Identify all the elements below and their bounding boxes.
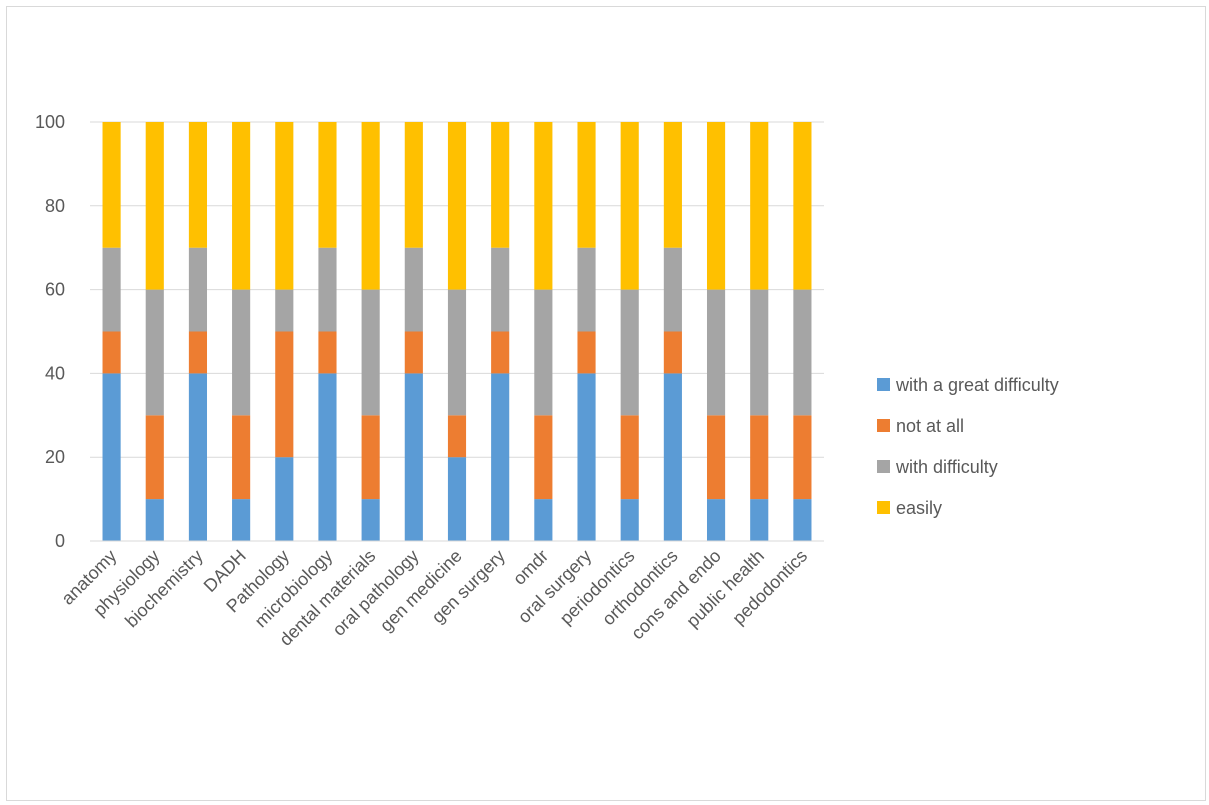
legend-swatch [877, 419, 890, 432]
bar-segment [404, 247, 423, 332]
bar-segment [102, 122, 121, 248]
bar-segment [706, 289, 726, 416]
bar-segment [102, 331, 121, 374]
bar-segment [361, 415, 380, 500]
bar-segment [620, 122, 639, 290]
bar-segment [188, 373, 208, 541]
bar-segment [750, 122, 769, 290]
bar-segment [577, 122, 596, 248]
bar-segment [534, 122, 553, 290]
bar-segment [102, 247, 121, 332]
bar-segment [275, 331, 294, 458]
y-tick-label: 40 [45, 363, 65, 383]
y-tick-label: 100 [35, 112, 65, 132]
bar-segment [232, 499, 251, 541]
bar-segment [663, 122, 682, 248]
bar-segment [361, 289, 380, 416]
bar-segment [447, 457, 467, 541]
bar-segment [491, 247, 510, 332]
bar-segment [404, 373, 423, 541]
chart-area: 0 20 40 60 80 100 anatomy physiology biochemistr… [6, 6, 1206, 801]
bar-segment [188, 247, 208, 332]
y-tick-label: 60 [45, 280, 65, 300]
y-tick-label: 80 [45, 196, 65, 216]
legend-label: with a great difficulty [895, 375, 1059, 395]
legend-label: not at all [896, 416, 964, 436]
bar-segment [706, 499, 726, 541]
bar-segment [188, 331, 208, 374]
bar-segment [620, 415, 639, 500]
legend-swatch [877, 501, 890, 514]
bar-segment [663, 331, 682, 374]
bar-segment [577, 373, 596, 541]
bar-segment [706, 415, 726, 500]
bar-segment [534, 499, 553, 541]
stacked-bar-chart: 020406080100anatomyphysiologybiochemistr… [35, 112, 1059, 650]
bar-segment [793, 499, 812, 541]
bar-segment [275, 457, 294, 541]
bar-segment [318, 331, 337, 374]
bar-segment [275, 289, 294, 332]
bar-segment [706, 122, 726, 290]
bar-segment [491, 122, 510, 248]
bar-segment [620, 289, 639, 416]
bar-segment [793, 122, 812, 290]
legend-swatch [877, 460, 890, 473]
bar-segment [750, 499, 769, 541]
bar-segment [447, 415, 467, 458]
bar-segment [620, 499, 639, 541]
bar-segment [318, 247, 337, 332]
bar-segment [577, 331, 596, 374]
y-tick-label: 0 [55, 531, 65, 551]
bar-segment [793, 415, 812, 500]
bar-segment [491, 373, 510, 541]
bar-segment [404, 331, 423, 374]
bars [102, 122, 812, 541]
bar-segment [102, 373, 121, 541]
bar-segment [275, 122, 294, 290]
bar-segment [663, 373, 682, 541]
bar-segment [145, 122, 164, 290]
bar-segment [793, 289, 812, 416]
legend-label: with difficulty [895, 457, 998, 477]
bar-segment [404, 122, 423, 248]
legend-swatch [877, 378, 890, 391]
bar-segment [318, 373, 337, 541]
bar-segment [145, 415, 164, 500]
bar-segment [534, 289, 553, 416]
bar-segment [447, 289, 467, 416]
bar-segment [232, 289, 251, 416]
bar-segment [447, 122, 467, 290]
bar-segment [750, 415, 769, 500]
bar-segment [145, 499, 164, 541]
bar-segment [361, 122, 380, 290]
bar-segment [318, 122, 337, 248]
bar-segment [663, 247, 682, 332]
bar-segment [491, 331, 510, 374]
bar-segment [188, 122, 208, 248]
bar-segment [577, 247, 596, 332]
y-tick-label: 20 [45, 447, 65, 467]
bar-segment [232, 122, 251, 290]
bar-segment [145, 289, 164, 416]
bar-segment [361, 499, 380, 541]
legend: with a great difficulty not at all with di… [877, 375, 1059, 518]
bar-segment [534, 415, 553, 500]
bar-segment [232, 415, 251, 500]
bar-segment [750, 289, 769, 416]
legend-label: easily [896, 498, 942, 518]
